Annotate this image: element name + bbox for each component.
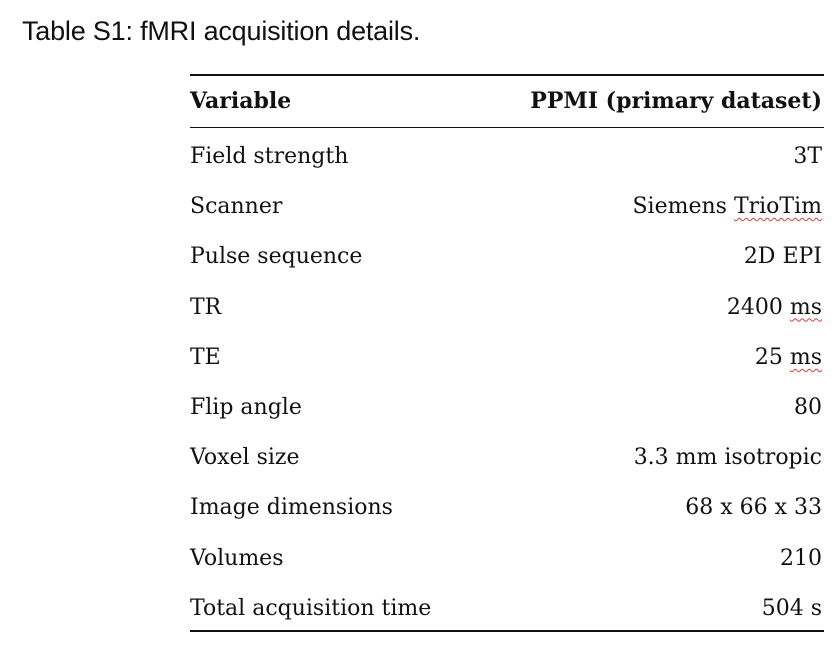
- row-value: 3.3 mm isotropic: [633, 445, 822, 471]
- row-value: 80: [794, 394, 822, 420]
- table-header-rule: [190, 127, 824, 128]
- row-variable: Field strength: [190, 144, 349, 169]
- table-caption: Table S1: fMRI acquisition details.: [22, 16, 421, 46]
- header-ppmi: PPMI (primary dataset): [530, 88, 822, 114]
- table-row: Scanner Siemens TrioTim: [190, 182, 824, 232]
- table-row: Volumes 210: [190, 534, 824, 584]
- row-variable: Image dimensions: [190, 495, 393, 521]
- row-value: 25 ms: [755, 345, 822, 370]
- row-variable: Total acquisition time: [190, 595, 432, 621]
- row-value: 2D EPI: [743, 244, 822, 270]
- spellcheck-flagged-word[interactable]: ms: [789, 294, 822, 320]
- spellcheck-flagged-word[interactable]: TrioTim: [733, 194, 822, 220]
- value-text: Siemens: [632, 194, 734, 220]
- row-variable: Scanner: [190, 194, 283, 220]
- row-variable: Flip angle: [190, 394, 302, 420]
- table-row: Voxel size 3.3 mm isotropic: [190, 433, 824, 483]
- table-row: TR 2400 ms: [190, 283, 824, 333]
- table-bottom-rule: [190, 629, 824, 632]
- row-variable: Pulse sequence: [190, 244, 363, 270]
- table-row: Pulse sequence 2D EPI: [190, 232, 824, 282]
- row-value: 504 s: [761, 595, 822, 621]
- row-variable: Voxel size: [190, 445, 300, 471]
- spellcheck-flagged-word[interactable]: ms: [789, 344, 822, 370]
- table-row: Image dimensions 68 x 66 x 33: [190, 483, 824, 533]
- row-value: 3T: [793, 144, 822, 169]
- table-body: Field strength 3T Scanner Siemens TrioTi…: [190, 128, 824, 630]
- row-value: 210: [780, 545, 822, 571]
- row-variable: Volumes: [190, 545, 284, 571]
- value-text: 25: [754, 344, 790, 370]
- row-value: Siemens TrioTim: [632, 194, 822, 219]
- header-variable: Variable: [190, 88, 292, 114]
- table-row: Field strength 3T: [190, 132, 824, 182]
- table-top-rule: [190, 74, 824, 76]
- table-header-row: Variable PPMI (primary dataset): [190, 76, 824, 127]
- row-value: 68 x 66 x 33: [685, 495, 822, 521]
- row-variable: TR: [190, 294, 222, 320]
- row-variable: TE: [190, 344, 221, 370]
- table-row: Flip angle 80: [190, 383, 824, 433]
- acquisition-table: Variable PPMI (primary dataset) Field st…: [190, 74, 824, 632]
- row-value: 2400 ms: [727, 295, 822, 320]
- table-row: Total acquisition time 504 s: [190, 584, 824, 630]
- table-row: TE 25 ms: [190, 333, 824, 383]
- value-text: 2400: [726, 294, 790, 320]
